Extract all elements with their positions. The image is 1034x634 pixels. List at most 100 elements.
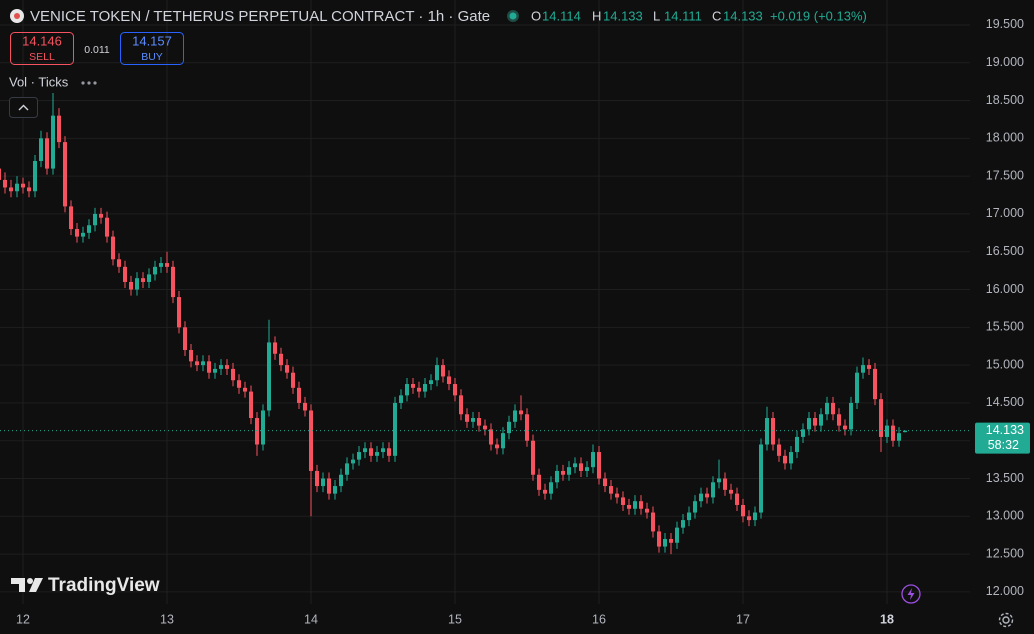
y-tick-label: 13.000 xyxy=(986,509,1024,523)
logo-text: TradingView xyxy=(48,575,160,596)
candle-body xyxy=(555,470,559,483)
candle-body xyxy=(447,376,451,385)
candle-body xyxy=(267,342,271,411)
candle-body xyxy=(855,372,859,403)
candle-body xyxy=(699,493,703,502)
y-tick-label: 19.500 xyxy=(986,17,1024,31)
candle-body xyxy=(621,497,625,505)
indicator-label[interactable]: Vol · Ticks xyxy=(9,74,69,89)
candle-body xyxy=(771,418,775,445)
candle-body xyxy=(711,482,715,498)
indicator-menu[interactable] xyxy=(81,81,97,85)
candle-body xyxy=(321,478,325,487)
candle-body xyxy=(177,297,181,328)
candle-body xyxy=(903,430,907,433)
logo-mark xyxy=(11,578,43,592)
candle-body xyxy=(849,402,853,430)
y-tick-label: 18.000 xyxy=(986,131,1024,145)
candle-body xyxy=(585,467,589,471)
x-tick-label: 14 xyxy=(304,612,318,626)
candle-body xyxy=(273,342,277,354)
candle-body xyxy=(603,478,607,487)
candle-body xyxy=(213,368,217,373)
candle-body xyxy=(495,444,499,449)
candle-body xyxy=(435,365,439,381)
axes: 12.00012.50013.00013.50014.00014.50015.0… xyxy=(16,17,1030,626)
candle-body xyxy=(831,402,835,415)
y-tick-label: 14.500 xyxy=(986,395,1024,409)
sell-button[interactable] xyxy=(10,32,74,65)
candle-body xyxy=(561,470,565,475)
candle-body xyxy=(891,425,895,441)
sell-label[interactable]: SELL xyxy=(29,51,55,63)
candle-body xyxy=(339,474,343,487)
status-dot xyxy=(509,12,517,20)
candle-body xyxy=(75,229,79,237)
candle-body xyxy=(609,486,613,494)
buy-label[interactable]: BUY xyxy=(141,51,163,63)
candle-body xyxy=(591,452,595,468)
y-tick-label: 15.500 xyxy=(986,320,1024,334)
candle-body xyxy=(357,452,361,460)
sell-price[interactable]: 14.146 xyxy=(22,33,62,48)
symbol-icon-dot xyxy=(14,13,20,19)
chart-title: VENICE TOKEN / TETHERUS PERPETUAL CONTRA… xyxy=(30,8,490,25)
y-tick-label: 16.500 xyxy=(986,244,1024,258)
candle-body xyxy=(153,266,157,275)
y-tick-label: 13.500 xyxy=(986,471,1024,485)
candle-body xyxy=(807,418,811,430)
candle-body xyxy=(345,463,349,475)
candle-body xyxy=(207,361,211,373)
candle-body xyxy=(303,402,307,411)
lightning-button[interactable] xyxy=(901,584,921,604)
candle-body xyxy=(759,444,763,513)
settings-icon[interactable] xyxy=(998,612,1014,628)
buy-price[interactable]: 14.157 xyxy=(132,33,172,48)
candle-body xyxy=(405,384,409,396)
candle-body xyxy=(231,368,235,381)
collapse-button[interactable] xyxy=(9,97,38,118)
candle-body xyxy=(363,448,367,453)
candle-body xyxy=(705,493,709,498)
candle-body xyxy=(729,489,733,494)
candle-body xyxy=(129,281,133,290)
candle-body xyxy=(513,410,517,422)
candle-body xyxy=(255,418,259,445)
x-tick-label: 18 xyxy=(880,612,894,626)
candle-body xyxy=(99,213,103,218)
candle-body xyxy=(261,410,265,445)
candle-body xyxy=(813,418,817,426)
candle-body xyxy=(429,380,433,385)
candle-body xyxy=(279,353,283,366)
candle-body xyxy=(21,183,25,188)
spread: 0.011 xyxy=(84,44,110,56)
buy-button[interactable] xyxy=(120,32,184,65)
candle-body xyxy=(399,395,403,403)
candle-body xyxy=(765,418,769,445)
candle-body xyxy=(123,266,127,282)
candle-body xyxy=(627,504,631,509)
candle-body xyxy=(39,138,43,162)
candle-body xyxy=(867,365,871,369)
candle-body xyxy=(663,538,667,547)
candle-body xyxy=(423,384,427,392)
candle-body xyxy=(819,414,823,426)
candle-body xyxy=(141,278,145,282)
candle-body xyxy=(387,448,391,456)
candle-body xyxy=(687,512,691,521)
candle-body xyxy=(195,361,199,366)
candle-body xyxy=(669,538,673,543)
collapse-icon xyxy=(18,104,29,111)
candle-body xyxy=(471,418,475,422)
x-tick-label: 13 xyxy=(160,612,174,626)
candle-body xyxy=(651,512,655,532)
candle-body xyxy=(51,115,55,169)
candle-body xyxy=(411,384,415,388)
candle-body xyxy=(135,278,139,290)
candle-body xyxy=(639,501,643,509)
candle-body xyxy=(249,391,253,419)
candle-body xyxy=(93,213,97,226)
candle-body xyxy=(477,418,481,426)
